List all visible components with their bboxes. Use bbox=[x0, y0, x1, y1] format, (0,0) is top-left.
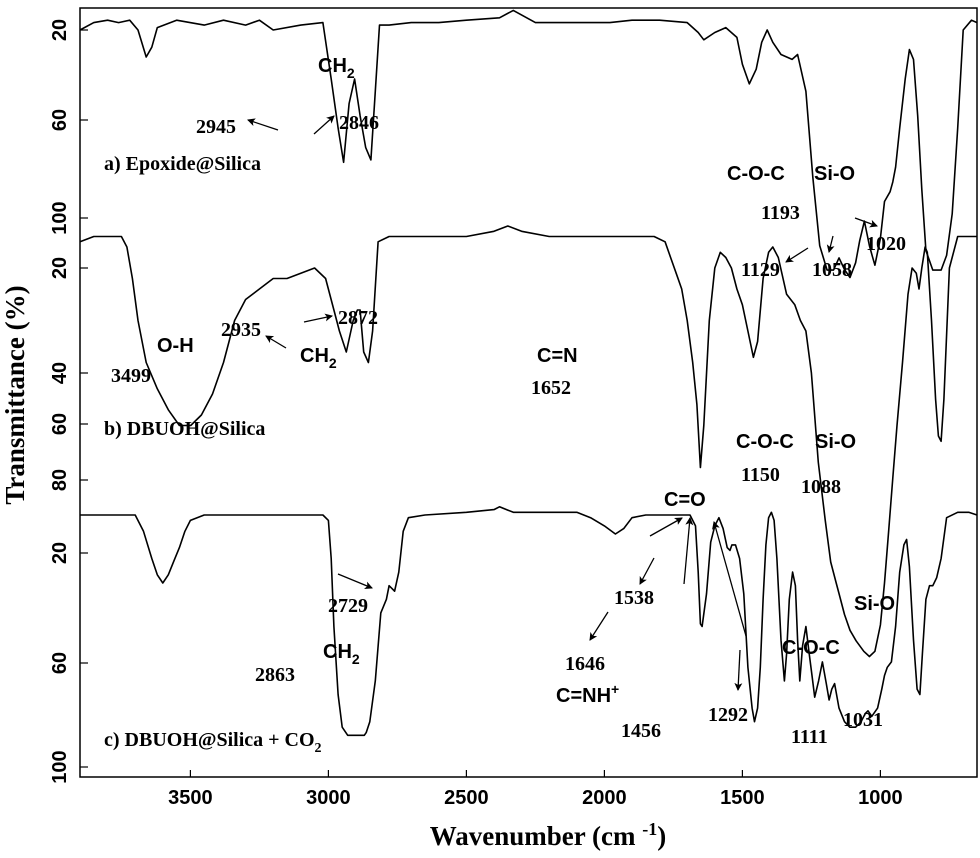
arrow-c-1646 bbox=[589, 611, 609, 641]
arrow-a-2846 bbox=[313, 115, 335, 135]
x-tick-label: 1000 bbox=[858, 787, 903, 809]
y-tick-label: 100 bbox=[49, 750, 71, 783]
arrow-b-2935 bbox=[265, 335, 287, 349]
x-tick-label: 2000 bbox=[582, 787, 627, 809]
y-tick-label: 60 bbox=[49, 413, 71, 435]
label-b-ch2: CH2 bbox=[300, 345, 337, 371]
label-c-1031: 1031 bbox=[843, 709, 883, 731]
label-b-1088: 1088 bbox=[801, 476, 841, 498]
label-a-coc: C-O-C bbox=[727, 163, 785, 185]
panel-b-name: b) DBUOH@Silica bbox=[104, 418, 265, 440]
arrow-b-2872 bbox=[303, 313, 333, 323]
arrow-a-2945 bbox=[247, 118, 279, 131]
arrow-c-co-3 bbox=[712, 521, 747, 637]
arrow-a-1020 bbox=[854, 217, 878, 228]
label-a-1020: 1020 bbox=[866, 233, 906, 255]
label-c-cnh: C=NH+ bbox=[556, 681, 619, 707]
arrow-c-co-2 bbox=[683, 517, 694, 585]
label-b-cn: C=N bbox=[537, 345, 578, 367]
label-a-2945: 2945 bbox=[196, 116, 236, 138]
label-c-2729: 2729 bbox=[328, 595, 368, 617]
annotation-arrows bbox=[247, 115, 878, 691]
x-tick-label: 3000 bbox=[306, 787, 351, 809]
label-c-co: C=O bbox=[664, 489, 706, 511]
label-a-1129: 1129 bbox=[741, 259, 780, 281]
plot-frame bbox=[79, 7, 978, 778]
spectrum-line-a bbox=[79, 9, 978, 279]
spectrum-line-c bbox=[80, 506, 978, 737]
label-c-1646: 1646 bbox=[565, 653, 605, 675]
label-c-1456: 1456 bbox=[621, 720, 661, 742]
label-c-1292: 1292 bbox=[708, 704, 748, 726]
arrow-c-1292 bbox=[734, 649, 743, 691]
label-b-2872: 2872 bbox=[338, 307, 378, 329]
y-tick-label: 60 bbox=[49, 109, 71, 131]
label-a-1193: 1193 bbox=[761, 202, 800, 224]
label-c-ch2: CH2 bbox=[323, 641, 360, 667]
label-c-2863: 2863 bbox=[255, 664, 295, 686]
y-tick-label: 60 bbox=[49, 652, 71, 674]
x-ticks-group: 3500 3000 2500 2000 1500 1000 bbox=[168, 770, 903, 809]
label-c-1538: 1538 bbox=[614, 587, 654, 609]
arrow-c-2729 bbox=[337, 573, 373, 590]
arrow-a-1058 bbox=[826, 235, 835, 253]
label-b-sio: Si-O bbox=[815, 431, 856, 453]
arrow-c-co-1 bbox=[649, 517, 683, 537]
label-b-coc: C-O-C bbox=[736, 431, 794, 453]
arrow-a-1129 bbox=[785, 247, 809, 263]
y-tick-label: 40 bbox=[49, 362, 71, 384]
panel-a-name: a) Epoxide@Silica bbox=[104, 153, 261, 175]
spectrum-line-b bbox=[79, 225, 977, 658]
label-b-3499: 3499 bbox=[111, 365, 151, 387]
label-a-1058: 1058 bbox=[812, 259, 852, 281]
panel-c-name: c) DBUOH@Silica + CO2 bbox=[104, 729, 322, 756]
y-tick-label: 100 bbox=[49, 201, 71, 234]
label-b-1652: 1652 bbox=[531, 377, 571, 399]
y-tick-label: 20 bbox=[49, 257, 71, 279]
x-axis-title: Wavenumber (cm -1) bbox=[430, 819, 666, 851]
label-a-ch2: CH2 bbox=[318, 55, 355, 81]
label-c-coc: C-O-C bbox=[782, 637, 840, 659]
label-b-2935: 2935 bbox=[221, 319, 261, 341]
label-c-sio: Si-O bbox=[854, 593, 895, 615]
y-tick-label: 80 bbox=[49, 469, 71, 491]
label-c-1111: 1111 bbox=[791, 726, 828, 748]
curves-group bbox=[79, 9, 978, 737]
y-tick-label: 20 bbox=[49, 19, 71, 41]
y-axis-title: Transmittance (%) bbox=[0, 285, 30, 504]
x-tick-label: 2500 bbox=[444, 787, 489, 809]
label-a-sio: Si-O bbox=[814, 163, 855, 185]
y-ticks-group: 20 60 100 20 40 60 80 20 60 100 bbox=[49, 19, 88, 784]
y-tick-label: 20 bbox=[49, 542, 71, 564]
label-b-oh: O-H bbox=[157, 335, 194, 357]
label-a-2846: 2846 bbox=[339, 112, 379, 134]
x-tick-label: 1500 bbox=[720, 787, 765, 809]
label-b-1150: 1150 bbox=[741, 464, 780, 486]
x-tick-label: 3500 bbox=[168, 787, 213, 809]
arrow-c-1538 bbox=[639, 557, 655, 585]
